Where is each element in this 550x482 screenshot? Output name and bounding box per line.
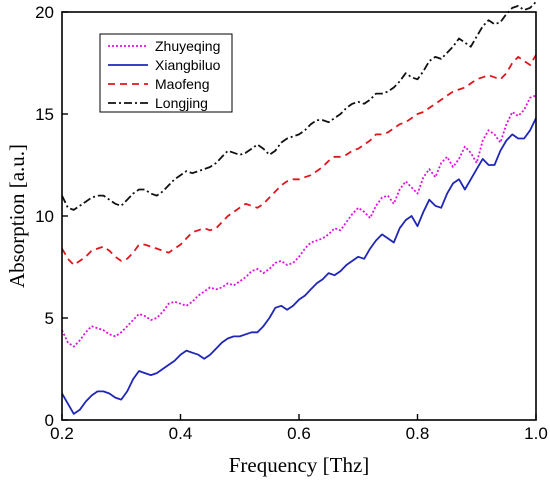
x-axis-title: Frequency [Thz] (229, 453, 370, 477)
ticks-layer: 0.2 0.4 0.6 0.8 1.0 0 5 10 15 20 (35, 3, 548, 443)
legend-label-maofeng: Maofeng (155, 76, 209, 92)
legend-label-longjing: Longjing (155, 95, 208, 111)
legend-box (99, 33, 233, 113)
legend-label-xiangbiluo: Xiangbiluo (155, 57, 221, 73)
y-tick-label: 0 (45, 411, 54, 430)
y-tick-label: 15 (35, 105, 54, 124)
y-tick-label: 5 (45, 309, 54, 328)
x-tick-label: 0.4 (169, 424, 193, 443)
y-axis-title: Absorption [a.u.] (5, 144, 29, 288)
y-tick-label: 10 (35, 207, 54, 226)
legend: Zhuyeqing Xiangbiluo Maofeng Longjing (99, 33, 233, 113)
y-tick-label: 20 (35, 3, 54, 22)
x-tick-label: 0.6 (287, 424, 311, 443)
series-line-longjing (61, 1, 537, 211)
series-layer (61, 1, 537, 415)
x-tick-label: 0.2 (50, 424, 74, 443)
series-line-maofeng (61, 54, 537, 266)
x-tick-label: 0.8 (406, 424, 430, 443)
series-line-xiangbiluo (61, 117, 537, 415)
legend-label-zhuyeqing: Zhuyeqing (155, 38, 220, 54)
series-line-zhuyeqing (61, 94, 537, 348)
x-tick-label: 1.0 (524, 424, 548, 443)
